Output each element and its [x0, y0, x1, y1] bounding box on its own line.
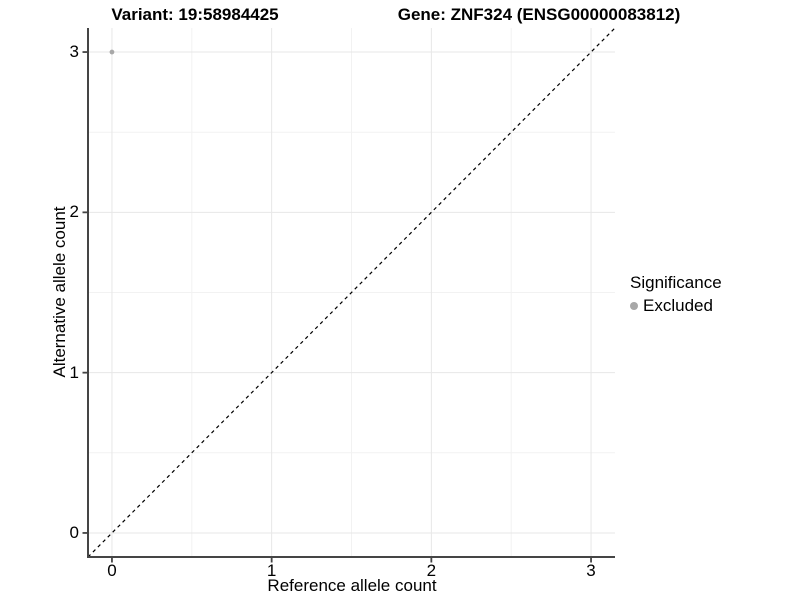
legend-item-label: Excluded	[643, 296, 713, 315]
y-tick-label: 3	[69, 42, 79, 62]
y-tick-label: 1	[69, 362, 79, 382]
legend: Significance Excluded	[630, 273, 790, 316]
y-tick-label: 0	[69, 522, 79, 542]
y-tick-label: 2	[69, 202, 79, 222]
x-tick-label: 1	[266, 561, 277, 580]
y-axis-label: Alternative allele count	[50, 206, 69, 378]
data-point	[109, 49, 115, 55]
x-tick-label: 3	[586, 561, 596, 580]
plot-title-variant: Variant: 19:58984425	[111, 5, 279, 24]
x-axis-label: Reference allele count	[267, 576, 437, 595]
legend-item-excluded: Excluded	[630, 296, 790, 316]
identity-dashed-line	[87, 27, 616, 558]
circle-icon	[630, 302, 638, 310]
x-tick-label: 0	[107, 561, 117, 580]
legend-title: Significance	[630, 273, 722, 292]
x-tick-label: 2	[426, 561, 437, 580]
plot-title-gene: Gene: ZNF324 (ENSG00000083812)	[397, 5, 681, 24]
